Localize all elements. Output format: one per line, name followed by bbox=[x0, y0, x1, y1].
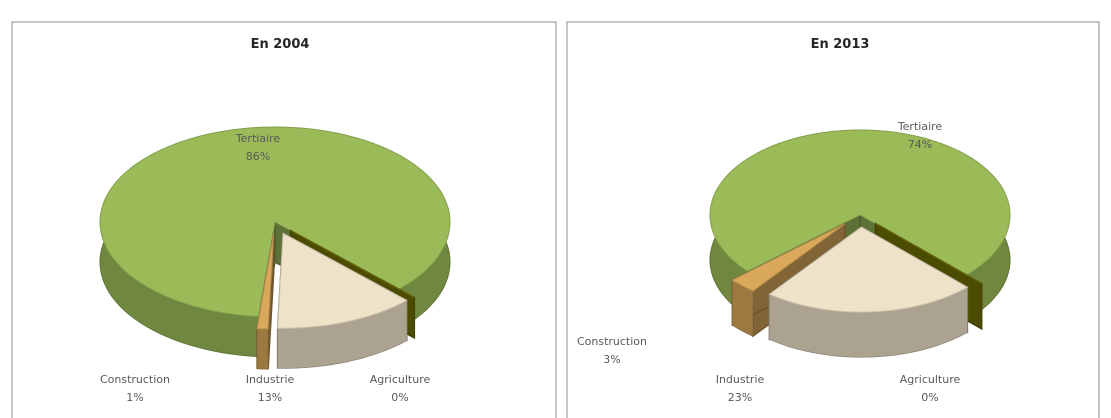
slice-label: Agriculture bbox=[370, 373, 431, 386]
slice bbox=[731, 223, 846, 292]
slice-label: Tertiaire bbox=[235, 132, 281, 145]
slice-value-label: 86% bbox=[246, 150, 270, 163]
slice-label: Construction bbox=[577, 335, 647, 348]
slice bbox=[709, 129, 1011, 276]
slice-value-label: 0% bbox=[921, 391, 938, 404]
slice-label: Industrie bbox=[246, 373, 295, 386]
slice bbox=[875, 223, 982, 285]
slice-value-label: 23% bbox=[728, 391, 752, 404]
slice-value-label: 74% bbox=[908, 138, 932, 151]
slice bbox=[290, 230, 415, 299]
slice bbox=[277, 232, 408, 329]
slice-side bbox=[256, 328, 269, 370]
slice-value-label: 13% bbox=[258, 391, 282, 404]
slice-label: Tertiaire bbox=[897, 120, 943, 133]
chart-title: En 2013 bbox=[811, 37, 870, 52]
chart-title: En 2004 bbox=[251, 37, 310, 52]
slice-value-label: 1% bbox=[126, 391, 143, 404]
slice bbox=[768, 226, 969, 313]
slice-label: Agriculture bbox=[900, 373, 961, 386]
slice-label: Industrie bbox=[716, 373, 765, 386]
slice-value-label: 0% bbox=[391, 391, 408, 404]
slice-value-label: 3% bbox=[603, 353, 620, 366]
slice-label: Construction bbox=[100, 373, 170, 386]
slice bbox=[256, 234, 275, 330]
